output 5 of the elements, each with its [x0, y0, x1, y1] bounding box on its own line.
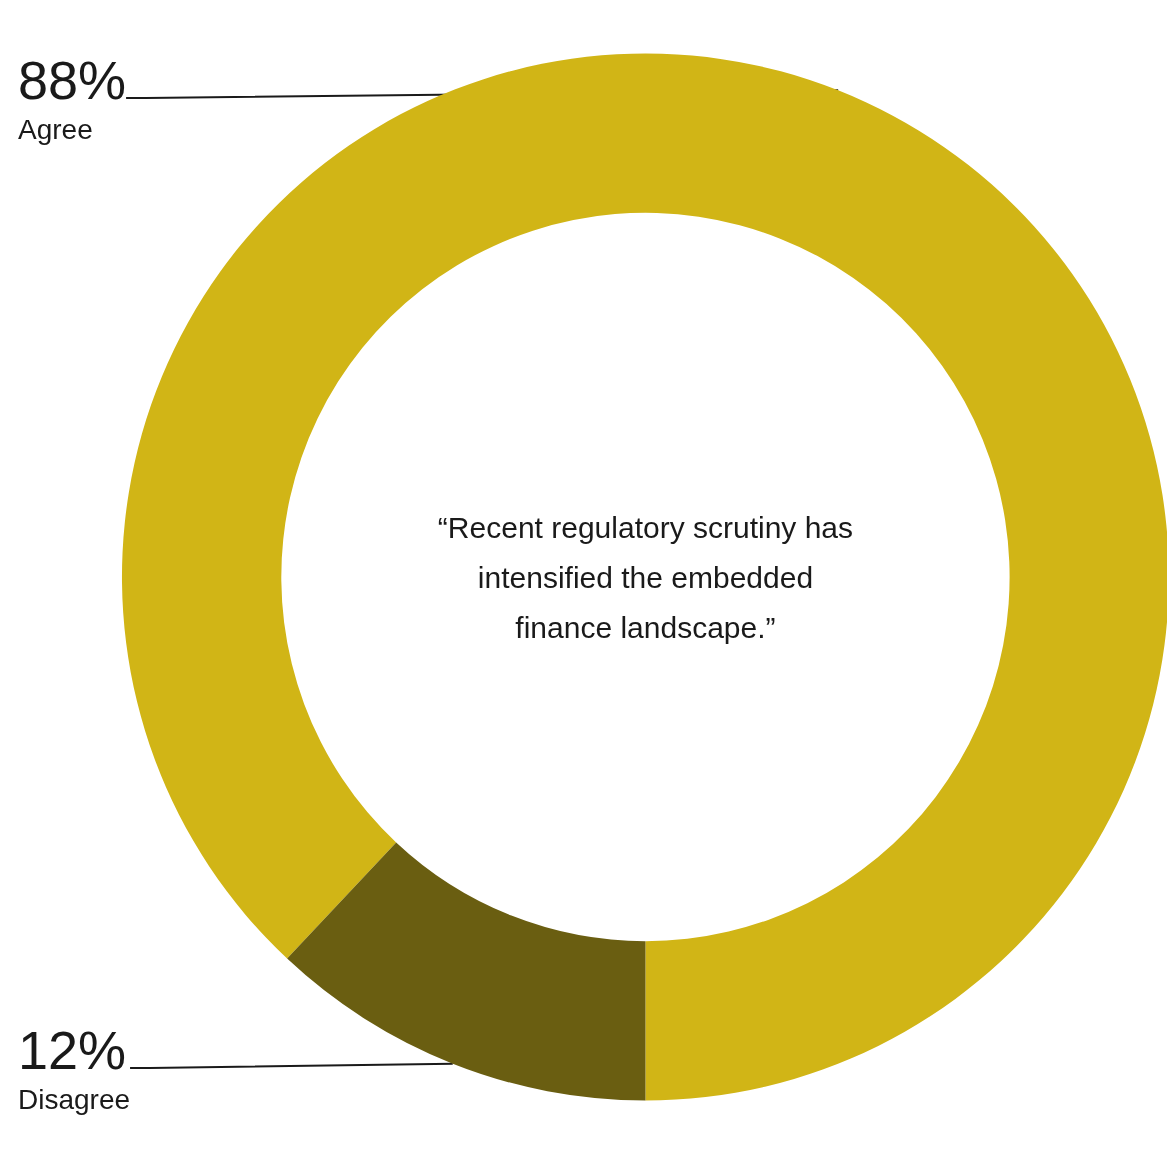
slice-label: Agree	[18, 113, 93, 145]
data-label: 12%	[18, 1020, 127, 1080]
slice-label: Disagree	[18, 1083, 131, 1115]
text: “Recent regulatory scrutiny has intensified the embedded finance landscape.”	[437, 510, 854, 644]
data-label: 88%	[18, 50, 127, 110]
